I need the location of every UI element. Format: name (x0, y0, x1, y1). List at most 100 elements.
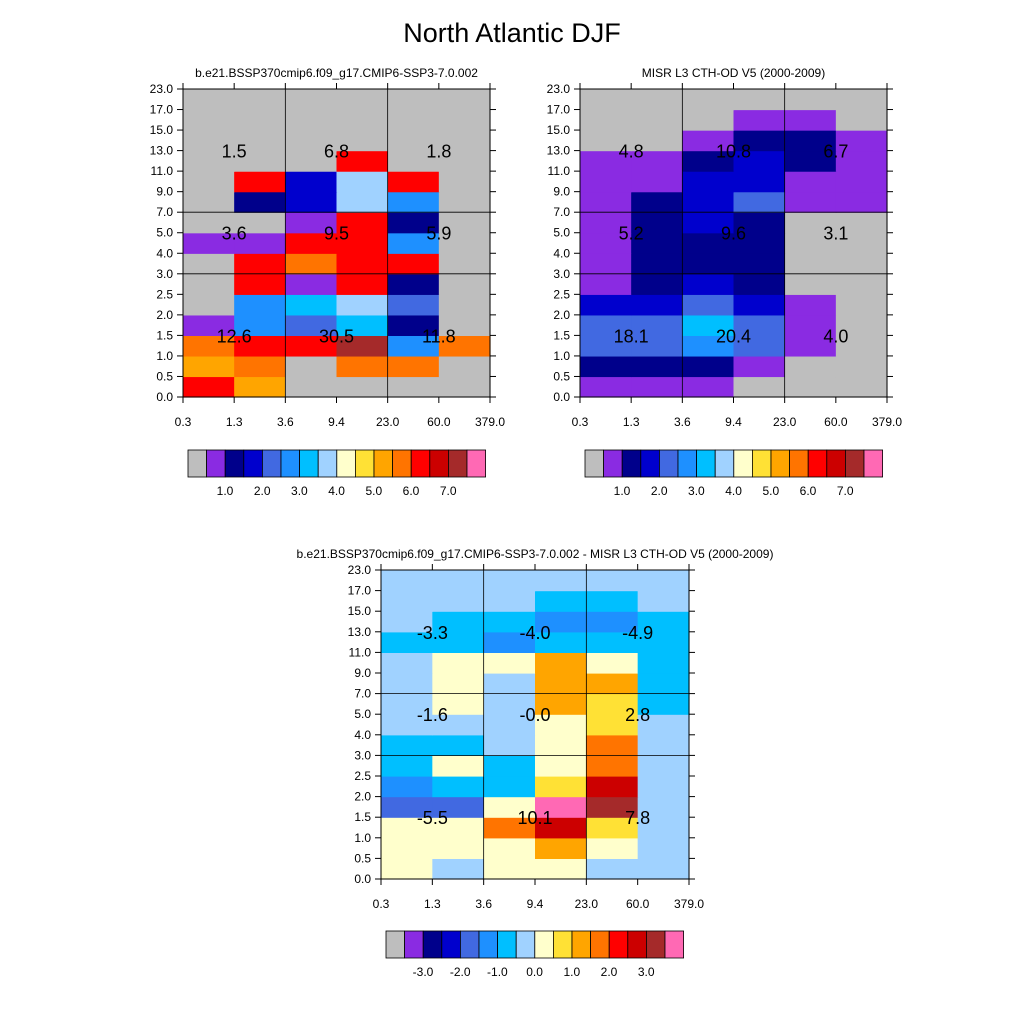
y-tick-label: 17.0 (547, 103, 571, 117)
heatmap-cell (733, 89, 786, 111)
y-tick-label: 0.0 (354, 872, 371, 886)
heatmap-cell (483, 734, 536, 756)
heatmap-cell (336, 376, 389, 398)
heatmap-cell (387, 212, 440, 234)
heatmap-cell (285, 191, 338, 213)
colorbar-label: 4.0 (725, 484, 742, 498)
heatmap-cell (483, 776, 536, 798)
heatmap-cell (733, 171, 786, 193)
colorbar-swatch (659, 449, 679, 478)
summary-label: 10.1 (517, 808, 552, 828)
colorbar-swatch (224, 449, 245, 478)
y-tick-label: 15.0 (547, 123, 571, 137)
heatmap-cell (733, 150, 786, 172)
y-tick-label: 17.0 (150, 103, 174, 117)
colorbar-swatch (714, 449, 735, 478)
heatmap-cell (580, 232, 632, 254)
heatmap-cell (432, 796, 485, 818)
heatmap-cell (432, 858, 485, 880)
heatmap-cell (580, 89, 632, 111)
y-tick-label: 2.5 (354, 769, 371, 783)
colorbar-swatch (677, 449, 698, 478)
heatmap-cell (682, 253, 735, 275)
heatmap-cell (580, 335, 632, 357)
x-tick-label: 23.0 (575, 897, 599, 911)
heatmap-cell (483, 858, 536, 880)
heatmap-cell (586, 590, 639, 612)
y-tick-label: 15.0 (150, 123, 174, 137)
y-tick-label: 1.5 (156, 328, 173, 342)
colorbar-swatch (640, 449, 660, 478)
panel-misr: MISR L3 CTH-OD V5 (2000-2009) 0.0 0.5 1.0 1.… (547, 66, 903, 498)
colorbar-label: 5.0 (365, 484, 382, 498)
colorbar-swatch (807, 449, 828, 478)
heatmap-cell (535, 631, 587, 653)
summary-label: -0.0 (519, 705, 550, 725)
heatmap-cell (438, 171, 491, 193)
summary-label: -3.3 (417, 623, 448, 643)
heatmap-cell (835, 171, 888, 193)
heatmap-cell (637, 631, 690, 653)
heatmap-cell (234, 253, 286, 275)
heatmap-cell (586, 837, 639, 859)
summary-label: -4.0 (519, 623, 550, 643)
heatmap-cell (336, 171, 389, 193)
heatmap-cell (733, 130, 786, 152)
summary-label: 12.6 (217, 326, 252, 346)
x-tick-label: 9.4 (527, 897, 544, 911)
heatmap-cell (631, 314, 683, 336)
colorbar-label: 1.0 (614, 484, 631, 498)
colorbar-swatch (571, 930, 592, 959)
heatmap-cell (733, 376, 786, 398)
heatmap-cell (483, 714, 536, 736)
heatmap-cell (535, 796, 587, 818)
colorbar-swatch (590, 930, 610, 959)
heatmap-cell (733, 253, 786, 275)
heatmap-cell (336, 191, 389, 213)
colorbar-swatch (336, 449, 356, 478)
heatmap-cell (631, 109, 683, 131)
heatmap-cell (631, 150, 683, 172)
heatmap-cell (483, 796, 536, 818)
summary-label: -4.9 (622, 623, 653, 643)
summary-label: 6.8 (324, 142, 349, 162)
panel-title: MISR L3 CTH-OD V5 (2000-2009) (642, 66, 825, 80)
summary-label: 1.5 (222, 142, 247, 162)
heatmap-cell (483, 817, 536, 839)
heatmap-cell (535, 611, 587, 633)
heatmap-cell (483, 570, 536, 592)
heatmap-cell (438, 294, 491, 316)
colorbar-swatch (584, 449, 605, 478)
heatmap-cell (438, 130, 491, 152)
summary-label: 9.5 (324, 224, 349, 244)
heatmap-cell (637, 652, 690, 674)
summary-label: 5.9 (426, 224, 451, 244)
heatmap-cell (438, 273, 491, 295)
heatmap-cell (580, 212, 632, 234)
heatmap-cell (535, 837, 587, 859)
heatmap-cell (336, 273, 389, 295)
heatmap-cell (586, 796, 639, 818)
heatmap-cell (285, 335, 338, 357)
heatmap-cell (234, 232, 286, 254)
heatmap-cell (285, 150, 338, 172)
heatmap-cell (835, 253, 888, 275)
heatmap-cell (483, 631, 536, 653)
heatmap-cell (183, 212, 235, 234)
heatmap-cell (285, 273, 338, 295)
heatmap-cell (381, 693, 433, 715)
y-tick-label: 5.0 (354, 707, 371, 721)
heatmap-cell (535, 734, 587, 756)
summary-label: 3.1 (823, 224, 848, 244)
heatmap-cell (336, 335, 389, 357)
x-tick-label: 60.0 (824, 415, 848, 429)
heatmap-cell (535, 673, 587, 695)
heatmap-cell (784, 273, 837, 295)
summary-label: 10.8 (716, 142, 751, 162)
heatmap-cell (586, 714, 639, 736)
summary-label: 20.4 (716, 326, 751, 346)
heatmap-cell (535, 590, 587, 612)
y-tick-label: 1.5 (354, 810, 371, 824)
x-tick-label: 379.0 (674, 897, 704, 911)
x-tick-label: 23.0 (376, 415, 400, 429)
